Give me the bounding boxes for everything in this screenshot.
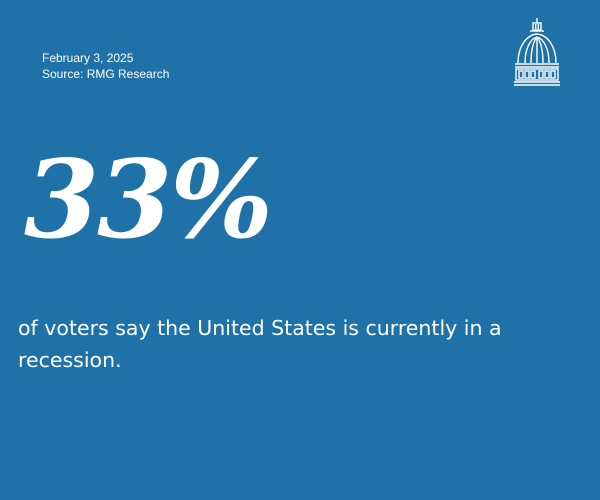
meta-block: February 3, 2025 Source: RMG Research: [42, 50, 169, 82]
stat-value: 33%: [24, 137, 273, 263]
publish-date: February 3, 2025: [42, 51, 134, 65]
stat-caption: of voters say the United States is curre…: [18, 316, 502, 372]
capitol-dome-icon: [512, 17, 562, 92]
source-line: Source: RMG Research: [42, 67, 170, 81]
